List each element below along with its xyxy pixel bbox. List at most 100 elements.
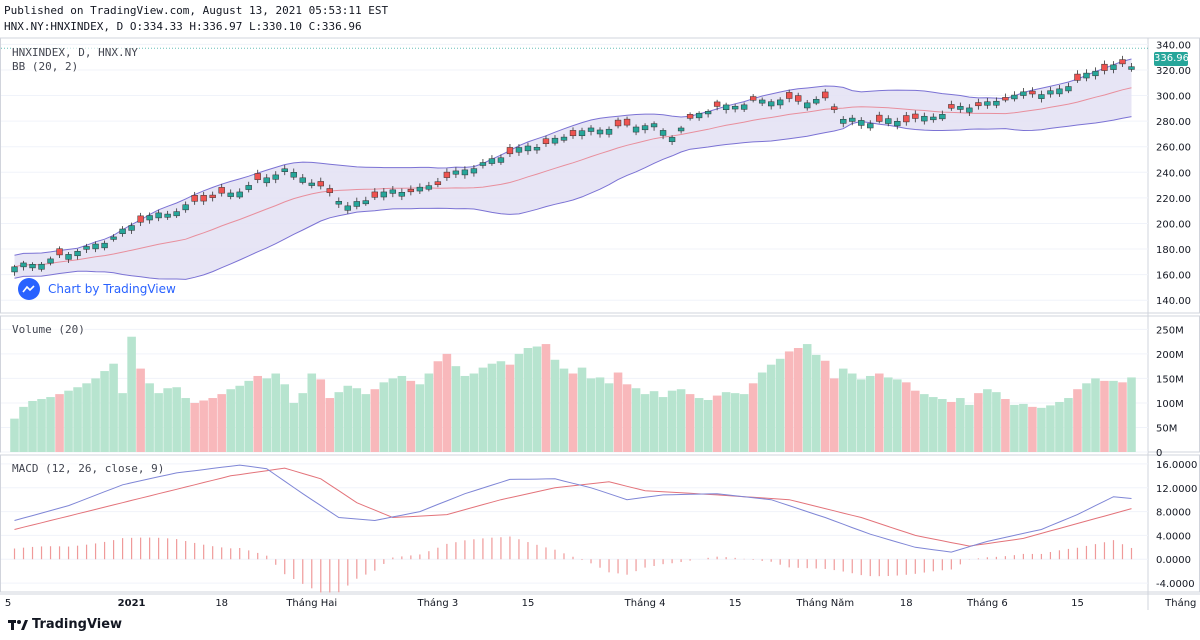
candle (551, 137, 559, 144)
candle (569, 130, 577, 137)
volume-bar (244, 380, 253, 452)
macd-panel[interactable] (0, 454, 1200, 593)
candle (975, 102, 982, 107)
volume-bar (640, 394, 650, 452)
volume-bar (983, 389, 992, 452)
volume-bar (91, 378, 100, 452)
volume-bar (379, 382, 389, 452)
volume-bar (604, 383, 614, 452)
volume-bar (911, 390, 920, 452)
volume-bar (1118, 382, 1127, 452)
candle (1038, 94, 1045, 99)
candle (416, 186, 424, 192)
candle (560, 136, 568, 141)
candle (713, 101, 721, 107)
volume-bar (811, 354, 821, 452)
volume-bar (586, 378, 596, 452)
candle (777, 99, 784, 106)
time-tick-label: 18 (215, 598, 228, 609)
candle (173, 211, 180, 217)
candle (119, 228, 126, 234)
volume-bar (127, 336, 136, 452)
volume-bar (1019, 403, 1028, 452)
volume-bar (541, 344, 551, 452)
candle (578, 130, 586, 137)
candle (1101, 63, 1108, 71)
candle (515, 147, 523, 153)
macd-label[interactable]: MACD (12, 26, close, 9) (12, 462, 165, 475)
volume-bar (820, 360, 830, 452)
symbol-label[interactable]: HNXINDEX, D, HNX.NY (12, 46, 138, 59)
volume-bar (82, 383, 91, 452)
volume-bar (397, 375, 407, 452)
price-tick-label: 200.00 (1156, 219, 1191, 230)
bb-basis (14, 87, 1132, 268)
candle (587, 127, 595, 132)
volume-tick-label: 150M (1156, 374, 1184, 385)
candle (524, 145, 532, 152)
time-tick-label: 18 (900, 598, 913, 609)
macd-signal-line (14, 467, 1132, 547)
candle (1056, 88, 1063, 95)
candle (1074, 73, 1081, 81)
bb-upper-band (14, 58, 1132, 256)
candle (542, 138, 550, 144)
volume-bar (766, 364, 776, 452)
volume-bar (361, 394, 371, 452)
candle (47, 258, 54, 264)
volume-bar (505, 364, 515, 452)
candle (20, 262, 27, 268)
candle (1092, 70, 1099, 77)
volume-bar (1127, 377, 1136, 452)
volume-bar (739, 394, 749, 452)
brand-logo[interactable]: TradingView (8, 617, 122, 632)
candle (650, 123, 658, 128)
candle (137, 215, 144, 223)
volume-tick-label: 250M (1156, 325, 1184, 336)
candle (894, 120, 901, 127)
candle (470, 168, 478, 174)
volume-bar (595, 377, 605, 452)
volume-bar (613, 372, 623, 452)
time-tick-label: Tháng 7 (1164, 597, 1200, 609)
volume-bar (523, 348, 533, 452)
volume-bar (559, 368, 569, 452)
last-price-tag: 336.96 (1154, 52, 1189, 66)
candle (831, 106, 838, 110)
ohlc-header: HNX.NY:HNXINDEX, D O:334.33 H:336.97 L:3… (4, 20, 362, 33)
volume-bar (757, 372, 767, 452)
time-tick-label: 15 (1071, 598, 1084, 609)
volume-bar (235, 385, 244, 452)
volume-bar (874, 373, 884, 452)
volume-bar (460, 375, 470, 452)
candle (867, 123, 874, 129)
candle (164, 213, 171, 218)
volume-bar (370, 389, 380, 452)
volume-label[interactable]: Volume (20) (12, 323, 85, 336)
volume-bar (442, 353, 452, 452)
bb-label[interactable]: BB (20, 2) (12, 60, 79, 73)
candle (1011, 94, 1018, 100)
candle (335, 201, 342, 205)
volume-bar (856, 379, 866, 452)
candle (218, 187, 225, 194)
candle (434, 181, 442, 185)
volume-bar (694, 398, 704, 452)
chart-watermark[interactable]: Chart by TradingView (18, 278, 176, 300)
price-tick-label: 280.00 (1156, 117, 1191, 128)
candle (1128, 66, 1135, 70)
volume-bar (136, 368, 145, 452)
candle (155, 212, 162, 219)
volume-bar (884, 377, 893, 452)
volume-bar (1073, 389, 1082, 452)
candle (326, 188, 333, 193)
candle (1065, 86, 1072, 92)
candle (1020, 91, 1027, 96)
candle (623, 118, 631, 126)
volume-bar (748, 383, 758, 452)
candle (65, 254, 72, 260)
volume-bar (262, 378, 272, 452)
candle (389, 189, 397, 194)
candle (876, 114, 883, 122)
